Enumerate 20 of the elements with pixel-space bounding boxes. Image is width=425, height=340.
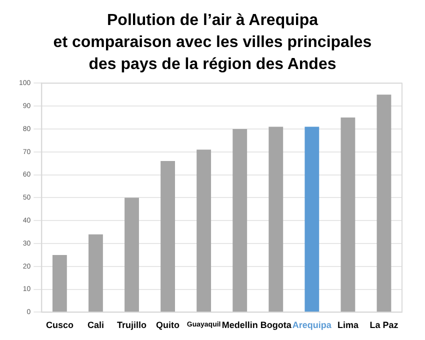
bar xyxy=(376,94,392,312)
bar xyxy=(340,118,356,312)
chart-title: Pollution de l’air à Arequipa et comparaison avec les villes principales des pays de la région des Andes xyxy=(52,11,373,75)
bar xyxy=(88,234,103,312)
x-tick-label: Arequipa xyxy=(292,320,332,330)
x-tick-label: Cusco xyxy=(46,320,74,330)
bar xyxy=(52,254,67,312)
bar xyxy=(124,198,139,312)
x-tick-label: La Paz xyxy=(370,320,399,330)
x-tick-label: Cali xyxy=(87,320,104,330)
x-tick-label: Lima xyxy=(337,320,360,330)
x-tick-label: Medellin xyxy=(222,320,258,330)
bar xyxy=(268,126,284,312)
x-tick-label: Quito xyxy=(156,320,180,330)
bar xyxy=(160,161,175,312)
x-tick-label: Trujillo xyxy=(117,320,148,330)
x-tick-label: Bogota xyxy=(260,320,292,330)
bar xyxy=(196,150,212,312)
bar xyxy=(232,129,248,312)
bar xyxy=(304,126,320,312)
